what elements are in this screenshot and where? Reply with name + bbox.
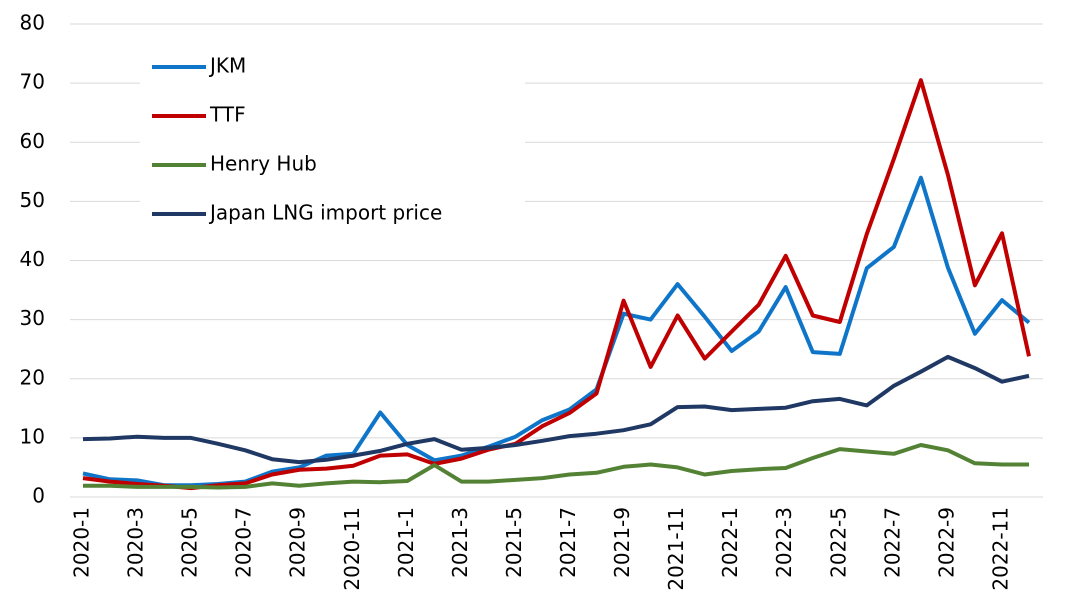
x-tick-label: 2022-1	[718, 507, 742, 578]
y-tick-label: 80	[20, 11, 45, 35]
x-tick-label: 2022-3	[772, 507, 796, 578]
series-line	[83, 443, 1029, 490]
legend-label: JKM	[208, 54, 246, 78]
x-tick-label: 2020-5	[178, 507, 202, 578]
x-tick-label: 2020-7	[232, 507, 256, 578]
legend-label: Henry Hub	[210, 152, 317, 176]
y-tick-label: 20	[20, 365, 45, 389]
x-tick-label: 2020-3	[124, 507, 148, 578]
series-line	[82, 354, 1030, 465]
x-tick-label: 2021-3	[448, 507, 472, 578]
x-tick-label: 2020-11	[340, 507, 364, 591]
legend-label: Japan LNG import price	[208, 201, 442, 225]
series-line	[82, 78, 1031, 491]
x-tick-label: 2022-5	[826, 507, 850, 578]
x-tick-label: 2020-9	[286, 507, 310, 578]
x-tick-label: 2022-7	[880, 507, 904, 578]
x-tick-label: 2022-9	[934, 507, 958, 578]
x-tick-label: 2022-11	[988, 507, 1012, 591]
y-tick-label: 30	[20, 306, 45, 330]
x-tick-label: 2020-1	[70, 507, 94, 578]
y-tick-label: 70	[20, 70, 45, 94]
x-tick-label: 2021-1	[394, 507, 418, 578]
legend-background	[140, 42, 525, 242]
x-tick-label: 2021-11	[664, 507, 688, 591]
legend-label: TTF	[209, 103, 246, 127]
x-tick-label: 2021-7	[556, 507, 580, 578]
x-tick-label: 2021-9	[610, 507, 634, 578]
y-tick-label: 10	[20, 424, 45, 448]
y-tick-label: 40	[20, 247, 45, 271]
y-tick-label: 60	[20, 129, 45, 153]
y-tick-label: 50	[20, 188, 45, 212]
x-tick-label: 2021-5	[502, 507, 526, 578]
y-tick-label: 0	[32, 484, 45, 508]
